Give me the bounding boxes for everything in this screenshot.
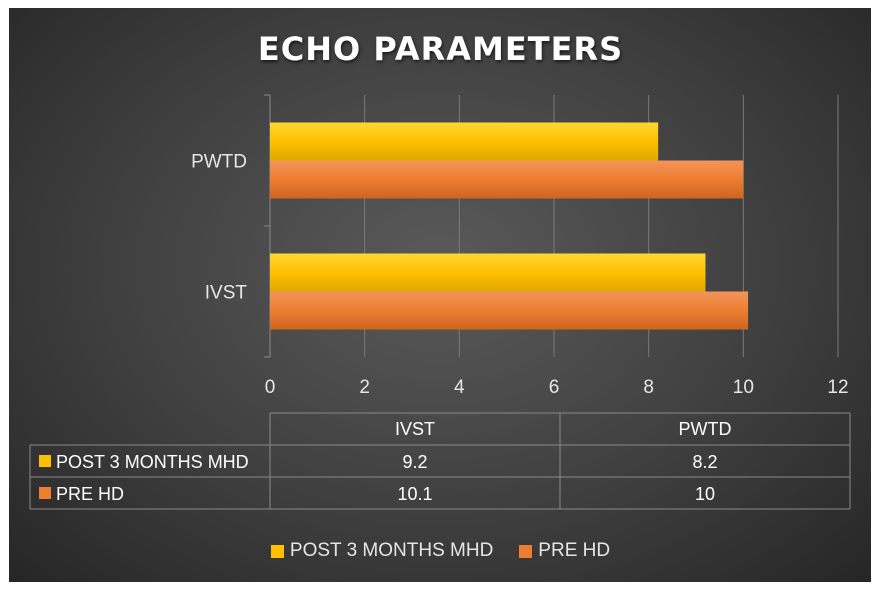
x-tick-label: 2 [359,377,370,398]
table-column-header: IVST [395,419,435,439]
x-tick-label: 12 [827,377,848,398]
table-legend-key [39,487,51,499]
x-tick-label: 4 [454,377,465,398]
table-legend-key [39,455,51,467]
legend-item: POST 3 MONTHS MHD [270,540,494,562]
table-row-label: POST 3 MONTHS MHD [56,452,249,472]
table-cell-value: 10.1 [397,484,432,504]
legend-swatch [270,544,284,558]
bar-pre-hd-pwtd [270,160,744,199]
table-row-label: PRE HD [56,484,124,504]
legend-item: PRE HD [519,540,610,562]
table-cell-value: 10 [695,484,715,504]
category-label: PWTD [191,152,247,173]
legend-label: POST 3 MONTHS MHD [289,540,494,561]
chart-title: ECHO PARAMETERS [257,30,624,68]
legend-label: PRE HD [538,540,611,561]
legend-swatch [519,544,533,558]
x-tick-label: 6 [549,377,560,398]
table-cell-value: 9.2 [402,452,427,472]
bar-post-3-months-mhd-ivst [270,253,706,292]
x-tick-label: 10 [733,377,754,398]
x-tick-label: 0 [265,377,276,398]
table-column-header: PWTD [679,419,732,439]
bar-pre-hd-ivst [270,291,749,330]
category-label: IVST [205,283,248,304]
bar-post-3-months-mhd-pwtd [270,122,659,161]
table-cell-value: 8.2 [692,452,717,472]
legend: POST 3 MONTHS MHD PRE HD [0,540,881,564]
x-tick-label: 8 [643,377,654,398]
